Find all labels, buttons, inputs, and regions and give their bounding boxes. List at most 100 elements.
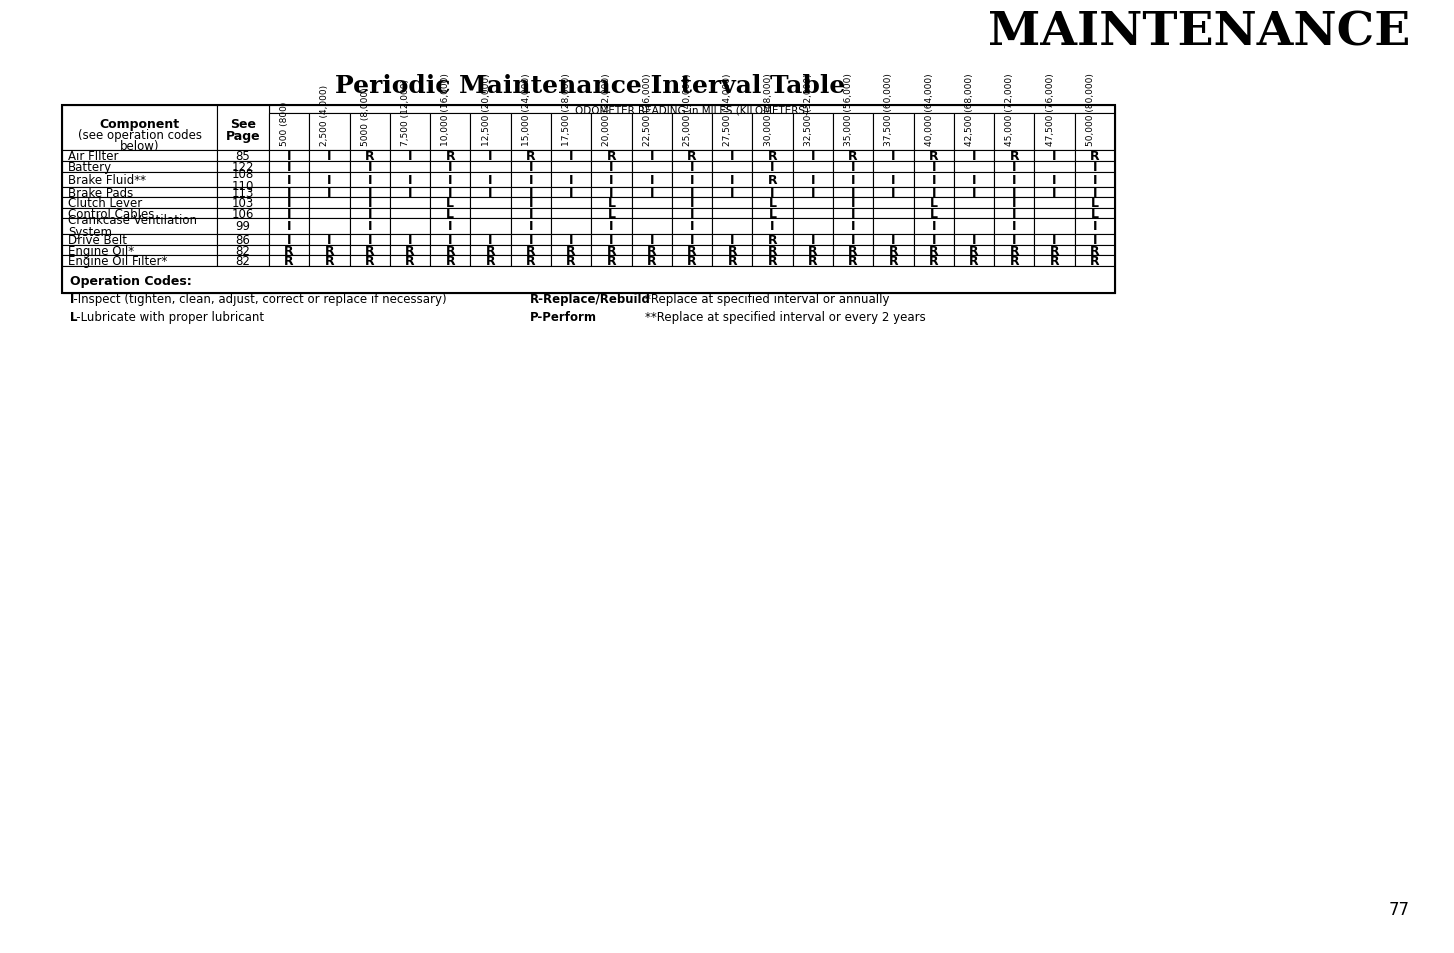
Bar: [874, 246, 913, 256]
Bar: [471, 219, 510, 234]
Bar: [672, 151, 712, 162]
Bar: [1075, 209, 1115, 219]
Text: I: I: [932, 233, 936, 247]
Bar: [390, 246, 430, 256]
Text: R: R: [365, 254, 375, 268]
Bar: [551, 198, 592, 209]
Text: I: I: [489, 233, 493, 247]
Bar: [1034, 219, 1075, 234]
Text: 30,000 (48,000): 30,000 (48,000): [763, 73, 772, 146]
Bar: [592, 256, 631, 267]
Text: 106: 106: [231, 208, 254, 220]
Text: R: R: [888, 254, 899, 268]
Bar: [310, 234, 349, 246]
Bar: [551, 188, 592, 198]
Text: I: I: [286, 220, 291, 233]
Text: I: I: [407, 233, 413, 247]
Bar: [1075, 114, 1115, 151]
Bar: [631, 219, 672, 234]
Text: 85: 85: [236, 150, 250, 163]
Text: R: R: [324, 244, 334, 257]
Bar: [833, 172, 874, 188]
Text: I: I: [650, 187, 654, 199]
Text: Crankcase Ventilation: Crankcase Ventilation: [68, 214, 196, 227]
Bar: [63, 188, 217, 198]
Bar: [833, 198, 874, 209]
Text: I: I: [609, 233, 614, 247]
Text: I: I: [851, 220, 855, 233]
Bar: [310, 172, 349, 188]
Text: I: I: [1092, 173, 1098, 187]
Text: I: I: [286, 233, 291, 247]
Bar: [1075, 256, 1115, 267]
Bar: [1075, 234, 1115, 246]
Text: R: R: [526, 150, 535, 163]
Text: I: I: [811, 233, 816, 247]
Bar: [631, 114, 672, 151]
Bar: [430, 219, 471, 234]
Text: R: R: [566, 254, 576, 268]
Text: I: I: [448, 187, 452, 199]
Text: R: R: [285, 254, 294, 268]
Text: I: I: [286, 173, 291, 187]
Bar: [1034, 256, 1075, 267]
Bar: [712, 256, 752, 267]
Text: I: I: [689, 197, 694, 210]
Bar: [63, 172, 217, 188]
Bar: [833, 246, 874, 256]
Bar: [349, 114, 390, 151]
Text: I: I: [851, 187, 855, 199]
Text: R: R: [1090, 244, 1099, 257]
Bar: [471, 246, 510, 256]
Bar: [269, 106, 1115, 114]
Text: Battery: Battery: [68, 161, 112, 173]
Text: R: R: [970, 254, 979, 268]
Bar: [269, 172, 310, 188]
Text: R: R: [808, 254, 817, 268]
Text: I: I: [327, 233, 332, 247]
Bar: [874, 151, 913, 162]
Text: R: R: [727, 254, 737, 268]
Bar: [874, 256, 913, 267]
Bar: [874, 114, 913, 151]
Bar: [551, 151, 592, 162]
Bar: [833, 188, 874, 198]
Text: I: I: [730, 173, 734, 187]
Text: Periodic Maintenance Interval Table: Periodic Maintenance Interval Table: [334, 74, 845, 98]
Text: I: I: [407, 150, 413, 163]
Bar: [592, 246, 631, 256]
Bar: [954, 188, 995, 198]
Bar: [310, 162, 349, 172]
Bar: [310, 198, 349, 209]
Text: Brake Pads: Brake Pads: [68, 187, 134, 199]
Bar: [510, 219, 551, 234]
Text: 27,500 (44,000): 27,500 (44,000): [723, 73, 733, 146]
Bar: [752, 209, 792, 219]
Text: I: I: [891, 150, 896, 163]
Text: 42,500 (68,000): 42,500 (68,000): [965, 73, 974, 146]
Bar: [217, 198, 269, 209]
Text: I: I: [529, 173, 534, 187]
Bar: [269, 162, 310, 172]
Text: I: I: [689, 208, 694, 220]
Text: I: I: [851, 161, 855, 173]
Text: I: I: [448, 220, 452, 233]
Text: I: I: [689, 233, 694, 247]
Bar: [995, 172, 1034, 188]
Bar: [954, 162, 995, 172]
Text: R: R: [526, 254, 535, 268]
Text: ODOMETER READING in MILES (KILOMETERS): ODOMETER READING in MILES (KILOMETERS): [574, 105, 808, 115]
Text: I: I: [689, 173, 694, 187]
Text: I: I: [971, 173, 976, 187]
Text: R-Replace/Rebuild: R-Replace/Rebuild: [531, 293, 651, 305]
Bar: [1034, 162, 1075, 172]
Bar: [833, 151, 874, 162]
Bar: [712, 162, 752, 172]
Bar: [349, 188, 390, 198]
Text: Drive Belt: Drive Belt: [68, 233, 126, 247]
Text: I: I: [1012, 220, 1016, 233]
Bar: [269, 198, 310, 209]
Text: R: R: [688, 244, 696, 257]
Bar: [792, 219, 833, 234]
Bar: [217, 234, 269, 246]
